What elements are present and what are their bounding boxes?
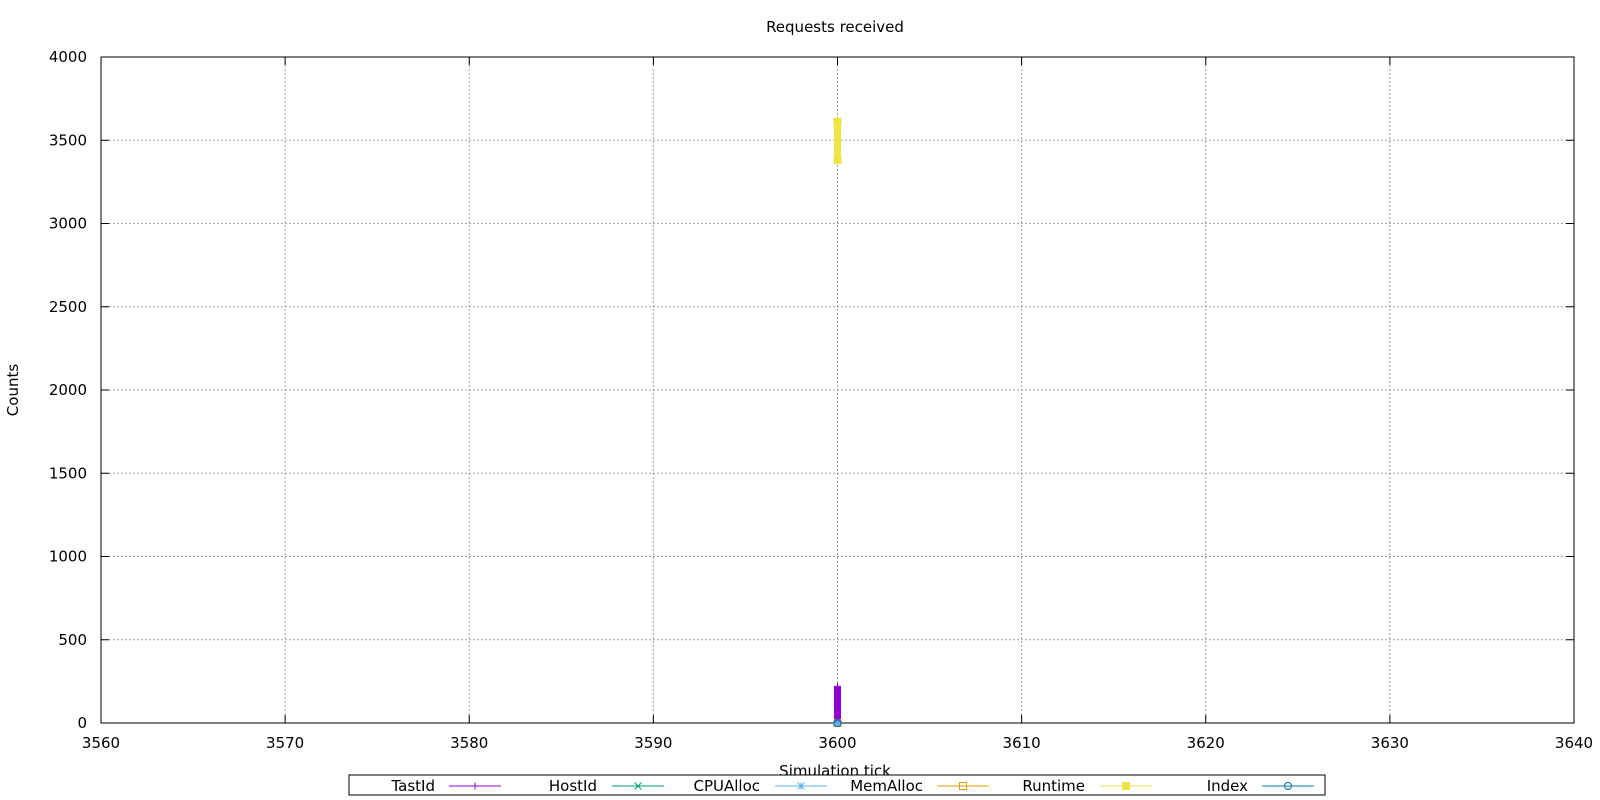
legend-label: MemAlloc	[850, 777, 923, 795]
legend-label: CPUAlloc	[693, 777, 760, 795]
series-index	[833, 719, 842, 727]
data-point-runtime	[833, 156, 842, 165]
legend-marker	[634, 782, 642, 790]
legend-label: TastId	[390, 777, 435, 795]
x-tick-label: 3620	[1187, 734, 1225, 752]
ticks-layer: 3560 3570 3580 3590 3600 3610 3620 3630 3640 0 500…	[49, 48, 1593, 752]
legend-item-hostid: HostId	[549, 777, 664, 795]
y-tick-label: 4000	[49, 48, 87, 66]
legend-label: Runtime	[1022, 777, 1085, 795]
series-runtime	[833, 117, 842, 165]
x-tick-label: 3610	[1003, 734, 1041, 752]
legend-marker	[471, 782, 479, 790]
y-axis-label: Counts	[4, 364, 22, 417]
y-tick-label: 3000	[49, 215, 87, 233]
y-tick-label: 1500	[49, 464, 87, 482]
series-layer	[833, 117, 842, 727]
x-tick-label: 3590	[634, 734, 672, 752]
data-point-index	[833, 719, 842, 727]
x-tick-label: 3630	[1371, 734, 1409, 752]
x-tick-label: 3570	[266, 734, 304, 752]
y-tick-label: 3500	[49, 131, 87, 149]
legend-box	[348, 774, 1326, 796]
legend-marker	[1122, 782, 1130, 790]
x-tick-label: 3600	[818, 734, 856, 752]
y-tick-label: 0	[77, 714, 87, 732]
y-tick-label: 500	[58, 631, 87, 649]
legend-item-tastid: TastId	[390, 777, 501, 795]
legend-item-index: Index	[1207, 777, 1314, 795]
legend-marker	[1284, 782, 1292, 790]
legend-marker	[797, 782, 805, 790]
y-tick-label: 2500	[49, 298, 87, 316]
legend: TastId HostId CPUAlloc MemAlloc Runtime Index	[348, 774, 1326, 796]
x-tick-label: 3580	[450, 734, 488, 752]
y-tick-label: 2000	[49, 381, 87, 399]
chart-title: Requests received	[766, 18, 904, 36]
legend-label: HostId	[549, 777, 597, 795]
x-tick-label: 3560	[82, 734, 120, 752]
legend-item-runtime: Runtime	[1022, 777, 1152, 795]
legend-label: Index	[1207, 777, 1248, 795]
data-point-runtime	[833, 117, 842, 126]
data-point-tastid	[834, 682, 841, 690]
x-tick-label: 3640	[1555, 734, 1593, 752]
legend-items: TastId HostId CPUAlloc MemAlloc Runtime Index	[390, 777, 1314, 795]
y-tick-label: 1000	[49, 548, 87, 566]
legend-item-memalloc: MemAlloc	[850, 777, 989, 795]
legend-item-cpualloc: CPUAlloc	[693, 777, 827, 795]
legend-marker	[959, 782, 967, 790]
